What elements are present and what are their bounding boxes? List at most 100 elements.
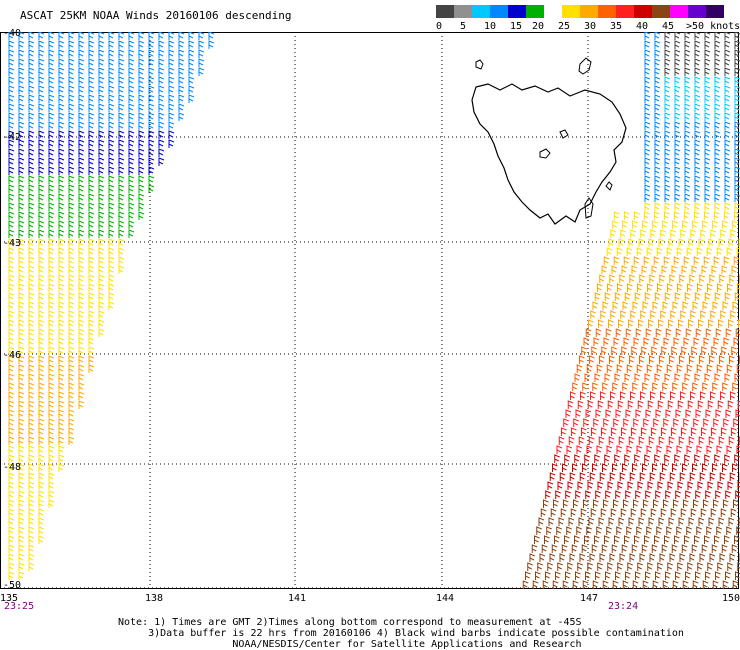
wind-barb [48, 373, 55, 382]
wind-barb [654, 94, 661, 103]
wind-barb [68, 328, 75, 337]
wind-barb [639, 274, 645, 283]
wind-barb [98, 58, 105, 67]
wind-barb [684, 148, 691, 157]
wind-barb [48, 463, 55, 472]
wind-barb [600, 508, 607, 517]
wind-barb [623, 337, 630, 346]
wind-barb [590, 310, 596, 319]
wind-barb [28, 373, 35, 382]
legend-swatch [580, 5, 598, 18]
wind-barb [577, 562, 583, 571]
wind-barb [637, 562, 643, 571]
wind-barb [625, 328, 632, 337]
wind-barb [38, 103, 45, 112]
wind-barb [58, 32, 65, 40]
wind-barb [678, 517, 685, 526]
wind-barb [28, 490, 35, 499]
wind-barb [58, 373, 65, 382]
wind-barb [68, 94, 75, 103]
wind-barb [88, 67, 95, 76]
wind-barb [8, 211, 15, 220]
wind-barb [18, 400, 25, 409]
wind-barb [28, 67, 35, 76]
wind-barb [576, 526, 582, 535]
wind-barb [68, 193, 75, 202]
wind-barb [713, 211, 720, 220]
wind-barb [573, 499, 579, 508]
wind-barb [674, 535, 680, 544]
wind-barb [28, 175, 35, 184]
wind-barb [68, 238, 75, 247]
wind-barb [28, 112, 35, 121]
wind-barb [8, 562, 15, 571]
wind-barb [8, 400, 15, 409]
wind-barb [18, 409, 25, 418]
wind-barb [18, 274, 25, 283]
wind-barb [28, 526, 35, 535]
wind-barb [38, 382, 45, 391]
wind-barb [638, 238, 645, 247]
wind-barb [118, 220, 125, 229]
wind-barb [669, 355, 675, 364]
wind-barb [683, 337, 690, 346]
wind-barb [48, 40, 55, 49]
wind-barb [18, 40, 25, 49]
wind-barb [58, 121, 65, 130]
wind-barb [684, 76, 691, 85]
wind-barb [704, 85, 711, 94]
wind-barb [694, 175, 701, 184]
wind-barb [704, 373, 711, 382]
wind-barb [729, 274, 735, 283]
wind-barb [641, 544, 648, 553]
wind-barb [88, 265, 95, 274]
wind-barb [654, 85, 661, 94]
wind-barb [38, 49, 45, 58]
wind-barb [693, 211, 700, 220]
wind-barb [563, 418, 569, 427]
legend-swatch [490, 5, 508, 18]
wind-barb [28, 499, 35, 508]
wind-barb [726, 526, 732, 535]
wind-barb [701, 265, 708, 274]
wind-barb [647, 283, 653, 292]
wind-barb [633, 211, 640, 220]
wind-barb [640, 310, 646, 319]
wind-barb [706, 526, 712, 535]
wind-barb [734, 103, 740, 112]
wind-barb [733, 418, 739, 427]
wind-barb [68, 319, 75, 328]
wind-barb [584, 373, 591, 382]
wind-barb [591, 346, 597, 355]
wind-barb [68, 166, 75, 175]
wind-barb [108, 121, 115, 130]
wind-barb [687, 562, 693, 571]
wind-barb [98, 283, 105, 292]
wind-barb [693, 499, 699, 508]
latitude-label: -42 [3, 132, 22, 143]
wind-barb [689, 355, 695, 364]
wind-barb [580, 508, 587, 517]
wind-barb [597, 283, 603, 292]
wind-barb [673, 211, 680, 220]
wind-barb [138, 193, 145, 202]
wind-barb [680, 229, 686, 238]
wind-barb [670, 391, 676, 400]
wind-barb [18, 535, 25, 544]
wind-barb [8, 256, 15, 265]
wind-barb [694, 139, 701, 148]
wind-barb [88, 58, 95, 67]
wind-barb [733, 211, 740, 220]
wind-barb [585, 571, 591, 580]
map-frame [0, 32, 739, 589]
wind-barb [78, 58, 85, 67]
wind-barb [28, 517, 35, 526]
wind-barb [98, 319, 105, 328]
wind-barb [688, 238, 695, 247]
wind-barb [108, 40, 115, 49]
wind-barb [734, 166, 740, 175]
wind-barb [563, 499, 569, 508]
maria-island [605, 181, 613, 191]
wind-barb [607, 400, 614, 409]
wind-barb [78, 220, 85, 229]
